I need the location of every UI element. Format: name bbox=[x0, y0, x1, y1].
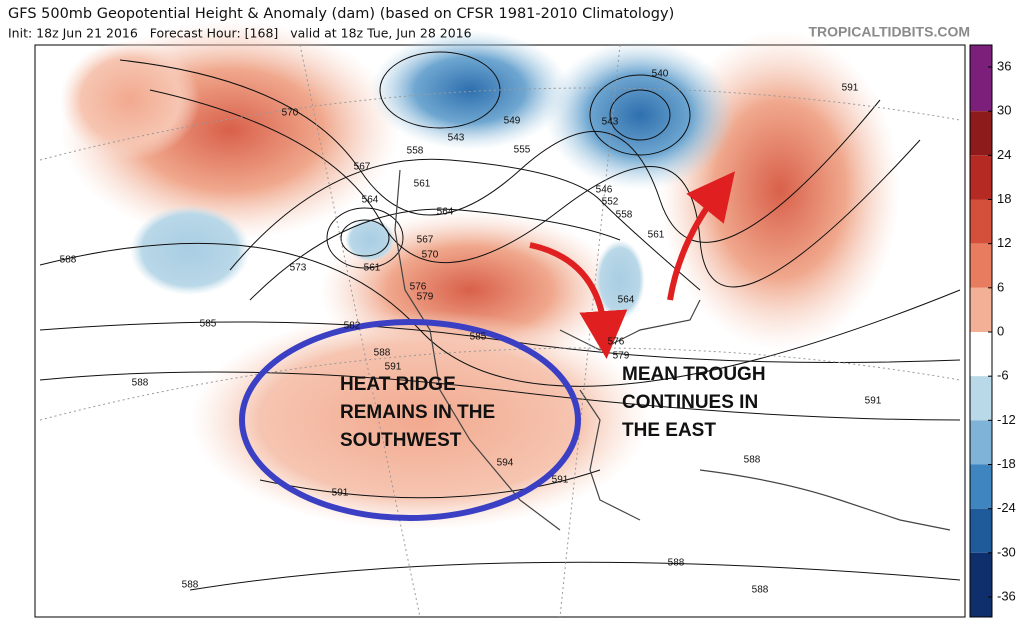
colorbar: 36 30 24 18 12 6 0 -6 -12 -18 -24 -30 -36 bbox=[969, 44, 1016, 618]
contour-label: 561 bbox=[648, 230, 665, 241]
colorbar-tick-label: 18 bbox=[997, 191, 1011, 206]
colorbar-swatch bbox=[970, 111, 992, 156]
contour-label: 567 bbox=[354, 162, 371, 173]
contour-label: 549 bbox=[504, 116, 521, 127]
contour-label: 594 bbox=[497, 458, 514, 469]
annotation: THE EAST bbox=[622, 420, 716, 441]
contour-label: 591 bbox=[552, 475, 569, 486]
contour-label: 579 bbox=[613, 351, 630, 362]
contour-label: 588 bbox=[374, 348, 391, 359]
colorbar-swatch bbox=[970, 508, 992, 553]
colorbar-tick-label: 0 bbox=[997, 323, 1004, 338]
annotation: HEAT RIDGE bbox=[340, 374, 456, 395]
contour-label: 564 bbox=[618, 295, 635, 306]
contour-label: 588 bbox=[132, 378, 149, 389]
contour-label: 543 bbox=[448, 133, 465, 144]
contour-label: 576 bbox=[410, 282, 427, 293]
colorbar-tick-label: 24 bbox=[997, 147, 1011, 162]
contour-label: 588 bbox=[182, 580, 199, 591]
colorbar-tick-label: -6 bbox=[997, 368, 1009, 383]
contour-label: 588 bbox=[668, 558, 685, 569]
contour-label: 564 bbox=[362, 195, 379, 206]
contour-label: 552 bbox=[602, 197, 619, 208]
contour-label: 558 bbox=[616, 210, 633, 221]
contour-label: 588 bbox=[60, 255, 77, 266]
colorbar-tick-label: 12 bbox=[997, 235, 1011, 250]
colorbar-tick-label: -12 bbox=[997, 412, 1016, 427]
colorbar-swatch bbox=[970, 243, 992, 288]
colorbar-swatch bbox=[970, 420, 992, 465]
colorbar-tick-label: -36 bbox=[997, 588, 1016, 603]
contour-label: 591 bbox=[842, 83, 859, 94]
contour-label: 546 bbox=[596, 185, 613, 196]
colorbar-swatch bbox=[970, 287, 992, 332]
colorbar-swatch bbox=[970, 376, 992, 421]
colorbar-tick-label: -18 bbox=[997, 456, 1016, 471]
annotation: CONTINUES IN bbox=[622, 392, 758, 413]
contour-label: 585 bbox=[470, 332, 487, 343]
colorbar-tick-label: 30 bbox=[997, 103, 1011, 118]
contour-label: 543 bbox=[602, 117, 619, 128]
contour-label: 591 bbox=[332, 488, 349, 499]
contour-label: 558 bbox=[407, 146, 424, 157]
contour-label: 561 bbox=[414, 179, 431, 190]
colorbar-swatch bbox=[970, 552, 992, 617]
contour-label: 591 bbox=[385, 362, 402, 373]
colorbar-tick-label: 36 bbox=[997, 58, 1011, 73]
contour-label: 561 bbox=[364, 263, 381, 274]
contour-label: 540 bbox=[652, 69, 669, 80]
map-area bbox=[34, 20, 966, 618]
colorbar-swatch bbox=[970, 332, 992, 377]
contour-label: 582 bbox=[344, 321, 361, 332]
colorbar-swatch bbox=[970, 199, 992, 244]
colorbar-tick-label: -24 bbox=[997, 500, 1016, 515]
contour-label: 576 bbox=[608, 337, 625, 348]
colorbar-swatch bbox=[970, 155, 992, 200]
contour-label: 579 bbox=[417, 292, 434, 303]
contour-label: 585 bbox=[200, 319, 217, 330]
colorbar-tick-label: 6 bbox=[997, 279, 1004, 294]
contour-label: 570 bbox=[282, 108, 299, 119]
contour-label: 588 bbox=[744, 455, 761, 466]
subtitle: Init: 18z Jun 21 2016 Forecast Hour: [16… bbox=[8, 26, 472, 41]
contour-label: 555 bbox=[514, 145, 531, 156]
contour-label: 570 bbox=[422, 250, 439, 261]
annotation: REMAINS IN THE bbox=[340, 402, 495, 423]
contour-label: 573 bbox=[290, 263, 307, 274]
title: GFS 500mb Geopotential Height & Anomaly … bbox=[8, 6, 674, 22]
contour-label: 591 bbox=[865, 396, 882, 407]
contour-label: 588 bbox=[752, 585, 769, 596]
colorbar-swatch bbox=[970, 464, 992, 509]
watermark: TROPICALTIDBITS.COM bbox=[808, 24, 970, 40]
contour-label: 564 bbox=[437, 207, 454, 218]
colorbar-tick-label: -30 bbox=[997, 544, 1016, 559]
annotation: SOUTHWEST bbox=[340, 430, 462, 451]
contour-label: 567 bbox=[417, 235, 434, 246]
annotation: MEAN TROUGH bbox=[622, 364, 766, 385]
colorbar-swatch bbox=[970, 45, 992, 112]
